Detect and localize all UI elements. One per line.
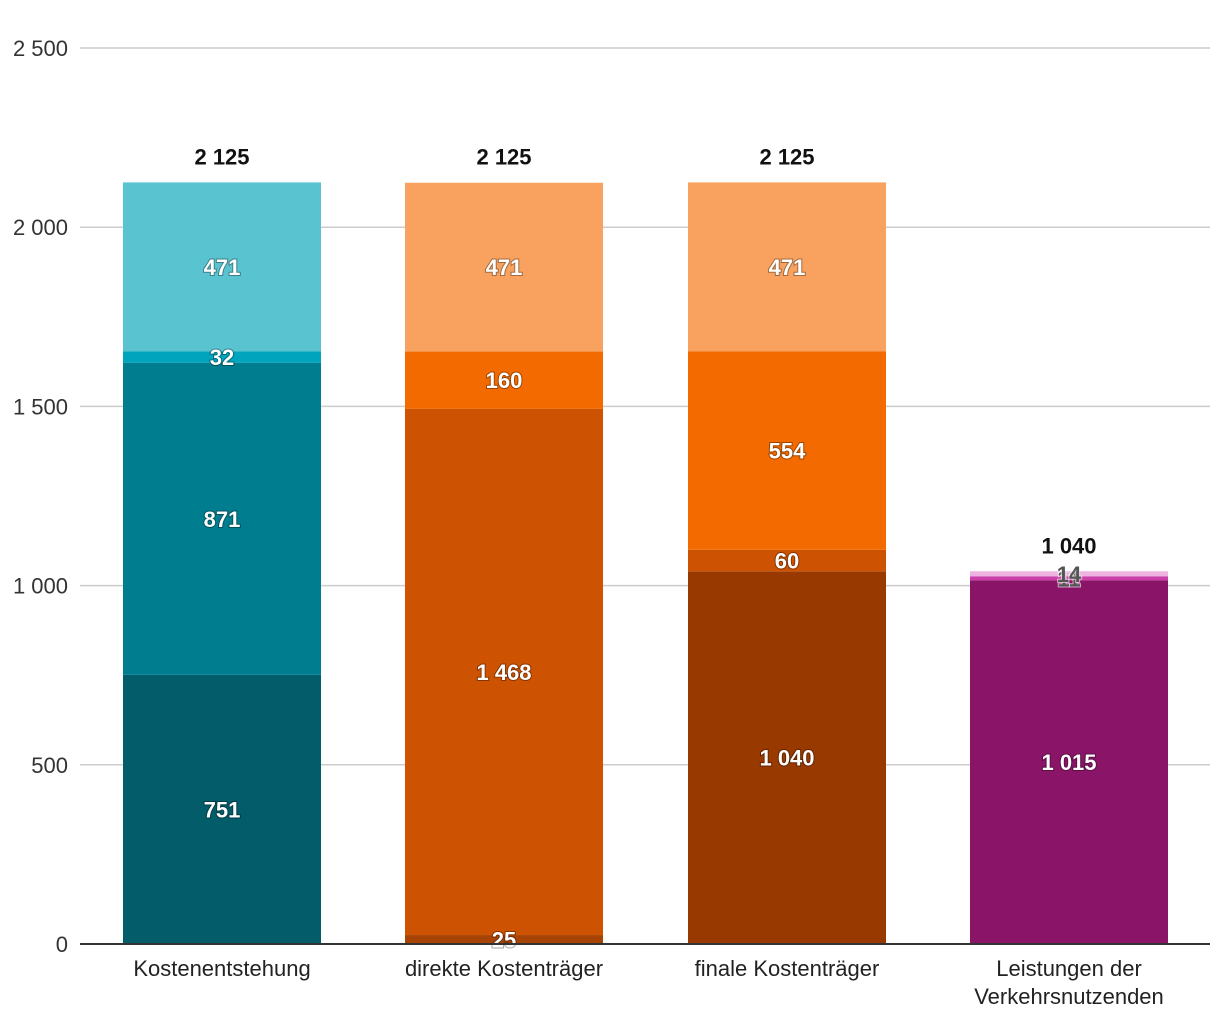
x-category-label: Verkehrsnutzenden: [974, 984, 1164, 1009]
bar-stack: [688, 182, 886, 944]
total-value-label: 2 125: [759, 144, 814, 169]
segment-value-label: 554: [769, 438, 806, 463]
bar-segment: [123, 362, 321, 675]
segment-value-label: 871: [204, 507, 241, 532]
total-value-label: 2 125: [194, 144, 249, 169]
bar-segment: [688, 182, 886, 352]
bar-segment: [688, 351, 886, 550]
total-value-label: 1 040: [1041, 533, 1096, 558]
segment-value-label: 1 015: [1041, 750, 1096, 775]
y-axis-ticks: 0 500 1 000 1 500 2 000 2 500: [13, 36, 68, 957]
x-category-label: direkte Kostenträger: [405, 956, 603, 981]
y-tick-label: 1 000: [13, 574, 68, 599]
bar-segment: [688, 571, 886, 944]
bar-segment: [123, 351, 321, 363]
segment-value-label: 11: [1057, 566, 1080, 591]
bar-segment: [688, 549, 886, 572]
bars: [123, 182, 1168, 944]
segment-value-label: 60: [775, 549, 799, 574]
y-tick-label: 0: [56, 932, 68, 957]
bar-stack: [123, 182, 321, 944]
bar-segment: [405, 182, 603, 352]
bar-segment: [970, 571, 1168, 577]
bar-segment: [405, 351, 603, 409]
segment-value-label: 471: [486, 255, 523, 280]
segment-value-label: 160: [486, 368, 523, 393]
y-tick-label: 2 500: [13, 36, 68, 61]
bar-segment: [970, 580, 1168, 944]
y-tick-label: 2 000: [13, 215, 68, 240]
y-tick-label: 1 500: [13, 394, 68, 419]
segment-value-label: 25: [492, 928, 516, 953]
bar-stack: [970, 571, 1168, 944]
total-value-label: 2 125: [476, 144, 531, 169]
x-category-label: finale Kostenträger: [695, 956, 880, 981]
bar-segment: [123, 674, 321, 944]
segment-value-label: 471: [204, 255, 241, 280]
bar-segment: [123, 182, 321, 352]
bar-segment: [405, 408, 603, 936]
bar-labels: 751 871 32 471 2 125 25 1 468 160 471 2 125 1 040 6…: [194, 144, 1097, 953]
segment-value-label: 471: [769, 255, 806, 280]
segment-value-label: 32: [210, 345, 234, 370]
bar-segment: [970, 576, 1168, 581]
bar-segment: [405, 935, 603, 944]
y-tick-label: 500: [31, 753, 68, 778]
segment-value-label: 751: [204, 797, 241, 822]
segment-value-label: 1 040: [759, 746, 814, 771]
segment-value-label: 1 468: [476, 660, 531, 685]
bar-stack: [405, 182, 603, 944]
x-axis-categories: Kostenentstehung direkte Kostenträger fina…: [133, 956, 1163, 1009]
x-category-label: Kostenentstehung: [133, 956, 310, 981]
x-category-label: Leistungen der: [996, 956, 1142, 981]
segment-value-label: 14: [1057, 562, 1082, 587]
